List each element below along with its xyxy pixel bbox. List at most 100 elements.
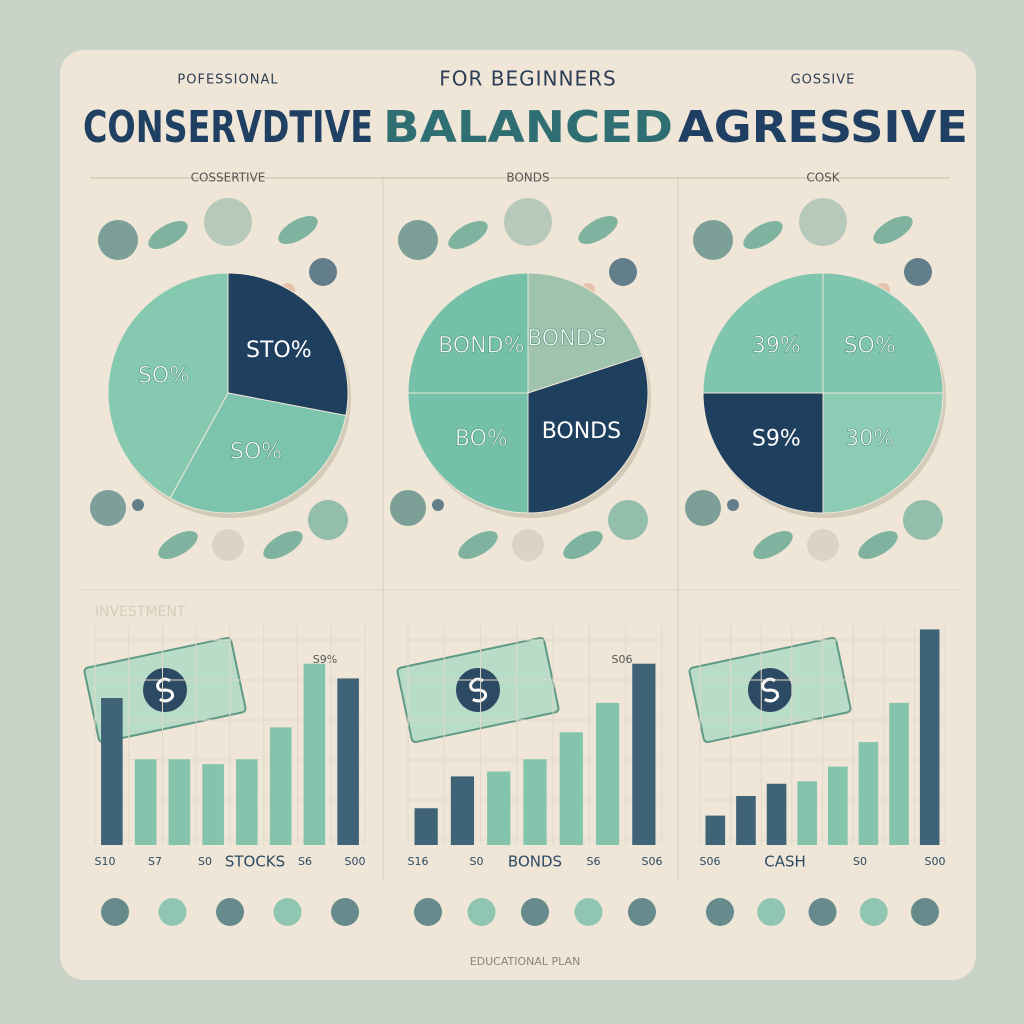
- dollar-sign: [761, 677, 780, 703]
- bar: [797, 781, 817, 845]
- decor-circle: [204, 198, 252, 246]
- bar: [236, 759, 258, 845]
- decor-circle: [799, 198, 847, 246]
- leaf: [148, 221, 188, 249]
- bar: [595, 702, 620, 845]
- leaf: [278, 216, 318, 244]
- leaf: [563, 531, 603, 559]
- slice-label: BONDS: [527, 327, 606, 352]
- bar-label: S7: [148, 855, 162, 868]
- leaf: [873, 216, 913, 244]
- decor-circle: [212, 529, 244, 561]
- decor-circle: [608, 500, 648, 540]
- icon: [628, 898, 656, 926]
- leaf: [578, 216, 618, 244]
- bar: [632, 663, 656, 845]
- leaf: [458, 531, 498, 559]
- decor-circle: [685, 490, 721, 526]
- decor-circle: [308, 500, 348, 540]
- pie-slice: [527, 355, 649, 514]
- bar: [559, 732, 583, 845]
- dollar-bill: [688, 636, 852, 744]
- decor-circle: [609, 258, 637, 286]
- icon: [521, 898, 549, 926]
- bar-note: S06: [612, 653, 633, 666]
- bar-label: S6: [587, 855, 601, 868]
- subtitle: POFESSIONAL: [177, 73, 278, 88]
- bar: [889, 702, 909, 845]
- leaf: [263, 531, 303, 559]
- section-label: COSK: [806, 171, 840, 185]
- bar-label: S00: [345, 855, 366, 868]
- bar-label: S16: [408, 855, 429, 868]
- bar: [450, 776, 475, 845]
- panel-title: CONSERVDTIVE: [83, 102, 373, 153]
- dollar-sign: [469, 677, 488, 703]
- bar: [523, 759, 547, 845]
- decor-circle: [904, 258, 932, 286]
- icon: [101, 898, 129, 926]
- decor-circle: [512, 529, 544, 561]
- decor-circle: [807, 529, 839, 561]
- bar: [101, 698, 123, 845]
- pie-slice: [702, 272, 824, 394]
- decor-circle: [693, 220, 733, 260]
- pie-slice: [407, 272, 529, 394]
- bar: [168, 759, 191, 845]
- slice-label: SO%: [138, 364, 190, 389]
- slice-label: SO%: [230, 440, 282, 465]
- bar-label: S0: [198, 855, 212, 868]
- dollar-bill: [396, 636, 560, 744]
- leaf: [158, 531, 198, 559]
- pie-slice: [407, 392, 529, 514]
- leaf: [448, 221, 488, 249]
- icon: [467, 898, 496, 926]
- bar: [487, 771, 511, 845]
- icon: [911, 898, 939, 926]
- slice-label: STO%: [246, 338, 312, 363]
- slice-label: SO%: [844, 333, 896, 358]
- decor-circle: [398, 220, 438, 260]
- bar: [414, 808, 438, 845]
- bar-label: STOCKS: [225, 853, 285, 871]
- pie-slice: [169, 392, 347, 514]
- pie-slice: [527, 272, 643, 394]
- bar-label: S0: [470, 855, 484, 868]
- leaf: [743, 220, 783, 249]
- icon: [808, 898, 837, 926]
- slice-label: BONDS: [542, 419, 621, 444]
- bar: [303, 663, 326, 845]
- bar: [337, 678, 359, 845]
- slice-label: BO%: [455, 427, 508, 452]
- bar-label: S6: [298, 855, 312, 868]
- decor-circle: [98, 220, 138, 260]
- icon: [859, 898, 888, 926]
- slice-label: 39%: [752, 333, 801, 358]
- bar-label: BONDS: [508, 853, 562, 871]
- bar: [705, 815, 726, 845]
- bar: [269, 727, 292, 845]
- bar: [858, 742, 879, 845]
- icon: [273, 898, 302, 926]
- bar: [919, 629, 940, 845]
- section-label: COSSERTIVE: [191, 171, 266, 185]
- decor-circle: [132, 499, 144, 511]
- icon: [216, 898, 244, 926]
- slice-label: BOND%: [438, 333, 524, 358]
- decor-circle: [903, 500, 943, 540]
- bar: [202, 764, 224, 845]
- bar-label: S06: [642, 855, 663, 868]
- pie-slice: [107, 272, 229, 499]
- decor-circle: [90, 490, 126, 526]
- dollar-bill: [83, 636, 247, 744]
- icon: [757, 898, 786, 926]
- bar-label: S10: [95, 855, 116, 868]
- pie-slice: [702, 392, 824, 514]
- decor-circle: [309, 258, 337, 286]
- section-label: BONDS: [506, 171, 549, 185]
- icon: [574, 898, 603, 926]
- decor-circle: [727, 499, 739, 511]
- footer: EDUCATIONAL PLAN: [470, 955, 581, 968]
- icon: [706, 898, 734, 926]
